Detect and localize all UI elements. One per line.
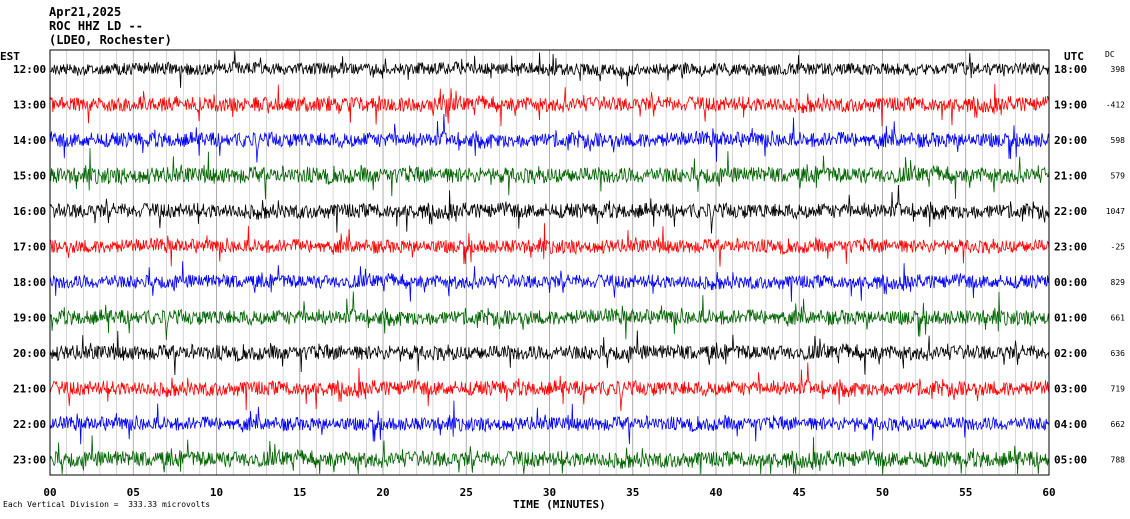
est-label-7: 19:00	[13, 312, 46, 325]
dc-value-7: 661	[1111, 314, 1126, 323]
trace-row-6	[49, 261, 1050, 302]
utc-label-0: 18:00	[1054, 63, 1087, 76]
est-label-8: 20:00	[13, 347, 46, 360]
x-tick-45: 45	[793, 486, 806, 499]
est-label-0: 12:00	[13, 63, 46, 76]
trace-row-5	[49, 223, 1050, 267]
est-label-3: 15:00	[13, 170, 46, 183]
dc-value-0: 398	[1111, 65, 1126, 74]
x-tick-60: 60	[1042, 486, 1055, 499]
x-axis-title: TIME (MINUTES)	[513, 498, 606, 511]
trace-row-3	[49, 147, 1050, 200]
dc-value-10: 662	[1111, 420, 1126, 429]
header-date: Apr21,2025	[49, 5, 122, 19]
header-network: (LDEO, Rochester)	[49, 33, 172, 47]
x-tick-labels: 00 05 10 15 20 25 30 35 40 45 50 55 60	[43, 486, 1055, 499]
utc-label-6: 00:00	[1054, 276, 1087, 289]
utc-label-4: 22:00	[1054, 205, 1087, 218]
trace-row-11	[49, 435, 1050, 475]
trace-row-2	[49, 113, 1050, 163]
seismogram-traces	[49, 50, 1050, 475]
est-label-6: 18:00	[13, 276, 46, 289]
plot-frame	[49, 49, 1050, 476]
dc-value-3: 579	[1111, 172, 1126, 181]
utc-label-3: 21:00	[1054, 170, 1087, 183]
utc-label-9: 03:00	[1054, 383, 1087, 396]
trace-row-7	[49, 291, 1050, 341]
trace-row-10	[49, 400, 1050, 445]
dc-value-11: 788	[1111, 456, 1126, 465]
x-tick-10: 10	[210, 486, 223, 499]
grid-lines	[66, 50, 1033, 475]
utc-axis-label: UTC	[1064, 50, 1084, 63]
trace-row-4	[49, 184, 1050, 234]
utc-label-10: 04:00	[1054, 418, 1087, 431]
header-station: ROC HHZ LD --	[49, 19, 143, 33]
dc-value-9: 719	[1111, 385, 1126, 394]
x-tick-15: 15	[293, 486, 306, 499]
utc-label-2: 20:00	[1054, 134, 1087, 147]
dc-value-6: 829	[1111, 278, 1126, 287]
dc-offset-labels: 398 -412 598 579 1047 -25 829 661 636 719 662 788	[1106, 65, 1125, 465]
dc-value-4: 1047	[1106, 207, 1125, 216]
est-label-1: 13:00	[13, 99, 46, 112]
trace-row-9	[49, 362, 1050, 412]
utc-label-11: 05:00	[1054, 454, 1087, 467]
est-label-2: 14:00	[13, 134, 46, 147]
utc-label-5: 23:00	[1054, 241, 1087, 254]
x-tick-35: 35	[626, 486, 639, 499]
scale-footnote: Each Vertical Division = 333.33 microvol…	[3, 500, 211, 509]
utc-label-1: 19:00	[1054, 99, 1087, 112]
x-tick-30: 30	[543, 486, 556, 499]
trace-row-8	[49, 330, 1050, 376]
dc-value-2: 598	[1111, 136, 1126, 145]
est-label-9: 21:00	[13, 383, 46, 396]
est-hour-labels: 12:00 13:00 14:00 15:00 16:00 17:00 18:00 19:00…	[13, 63, 46, 467]
x-tick-05: 05	[127, 486, 140, 499]
x-tick-55: 55	[959, 486, 972, 499]
est-label-10: 22:00	[13, 418, 46, 431]
x-tick-40: 40	[709, 486, 722, 499]
trace-row-1	[49, 83, 1050, 127]
est-label-4: 16:00	[13, 205, 46, 218]
x-tick-20: 20	[376, 486, 389, 499]
dc-value-1: -412	[1106, 101, 1125, 110]
est-label-11: 23:00	[13, 454, 46, 467]
x-tick-25: 25	[460, 486, 473, 499]
dc-value-8: 636	[1111, 349, 1126, 358]
utc-label-7: 01:00	[1054, 312, 1087, 325]
x-tick-50: 50	[876, 486, 889, 499]
trace-row-0	[49, 50, 1050, 88]
dc-value-5: -25	[1111, 243, 1126, 252]
est-axis-label: EST	[0, 50, 20, 63]
utc-hour-labels: 18:00 19:00 20:00 21:00 22:00 23:00 00:00 01:00…	[1054, 63, 1087, 467]
est-label-5: 17:00	[13, 241, 46, 254]
utc-label-8: 02:00	[1054, 347, 1087, 360]
x-tick-00: 00	[43, 486, 56, 499]
dc-column-label: DC	[1105, 50, 1115, 59]
